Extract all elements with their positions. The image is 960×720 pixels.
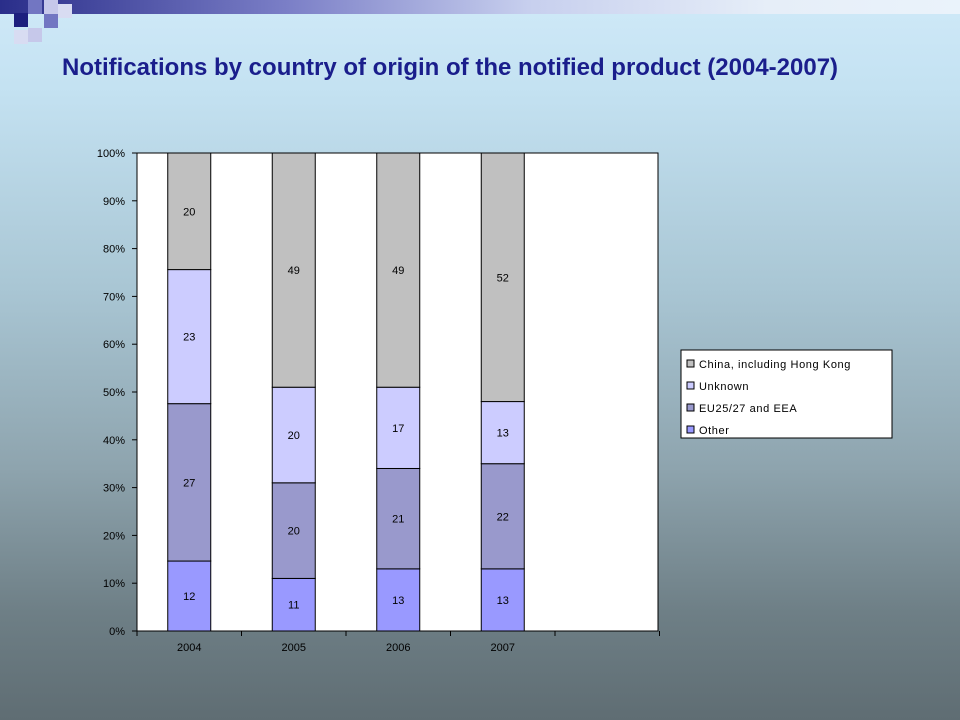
decorative-square [14, 13, 28, 27]
bar-segment [167, 560, 212, 632]
bar-segment [480, 568, 525, 632]
bar-segment [480, 463, 525, 570]
stacked-bar-chart: 0% 10% 20% 30% 40% 50% 60% 70% 80% 90% 100% 12 27 23 2… [70, 138, 910, 678]
bar-value-label: 13 [497, 595, 509, 607]
bar-segment [376, 152, 421, 388]
y-tick-label: 10% [103, 578, 125, 590]
x-tick-label: 2006 [386, 642, 410, 654]
bar-value-label: 20 [288, 526, 300, 538]
bar-segment [480, 401, 525, 465]
bar-segment [480, 152, 525, 403]
bar-segment [271, 577, 316, 632]
bar-value-label: 13 [392, 595, 404, 607]
y-tick-label: 80% [103, 244, 125, 256]
bar-value-label: 20 [183, 206, 195, 218]
x-tick-label: 2004 [177, 642, 201, 654]
decorative-square [58, 4, 72, 18]
y-tick-label: 90% [103, 196, 125, 208]
bar-segment [167, 403, 212, 562]
bar-value-label: 20 [288, 430, 300, 442]
legend-swatch [686, 403, 695, 412]
legend-swatch [686, 425, 695, 434]
bar-segment [167, 152, 212, 271]
y-tick-label: 100% [97, 148, 125, 160]
decorative-square [44, 0, 58, 14]
bar-value-label: 17 [392, 423, 404, 435]
bar-value-label: 11 [288, 600, 299, 612]
chart-svg: 0% 10% 20% 30% 40% 50% 60% 70% 80% 90% 100% 12 27 23 2… [97, 148, 893, 654]
bar-value-label: 49 [288, 265, 300, 277]
decorative-square [28, 0, 42, 14]
bar-value-label: 49 [392, 265, 404, 277]
legend-label: EU25/27 and EEA [699, 403, 797, 415]
y-tick-label: 70% [103, 291, 125, 303]
legend-label: China, including Hong Kong [699, 359, 851, 371]
y-tick-label: 40% [103, 435, 125, 447]
bar-value-label: 27 [183, 477, 195, 489]
decorative-square [14, 30, 28, 44]
bar-segment [167, 269, 212, 405]
decorative-square [44, 14, 58, 28]
legend-swatch [686, 359, 695, 368]
y-tick-label: 20% [103, 530, 125, 542]
y-tick-label: 30% [103, 483, 125, 495]
decorative-square [28, 28, 42, 42]
x-tick-label: 2005 [282, 642, 306, 654]
slide-title: Notifications by country of origin of th… [62, 54, 839, 81]
bar-value-label: 12 [183, 591, 195, 603]
title-accent-band [0, 0, 960, 14]
bar-segment [376, 568, 421, 632]
bar-value-label: 52 [497, 272, 509, 284]
bar-segment [376, 386, 421, 469]
bar-value-label: 21 [392, 514, 404, 526]
y-tick-label: 50% [103, 387, 125, 399]
bar-value-label: 13 [497, 428, 509, 440]
legend-label: Unknown [699, 381, 749, 393]
bar-segment [271, 386, 316, 484]
legend-swatch [686, 381, 695, 390]
bar-value-label: 23 [183, 332, 195, 344]
legend-box [680, 349, 893, 439]
bar-segment [271, 152, 316, 388]
x-tick-label: 2007 [491, 642, 515, 654]
bar-value-label: 22 [497, 511, 509, 523]
y-tick-label: 0% [109, 626, 125, 638]
legend-label: Other [699, 425, 730, 437]
y-tick-label: 60% [103, 339, 125, 351]
